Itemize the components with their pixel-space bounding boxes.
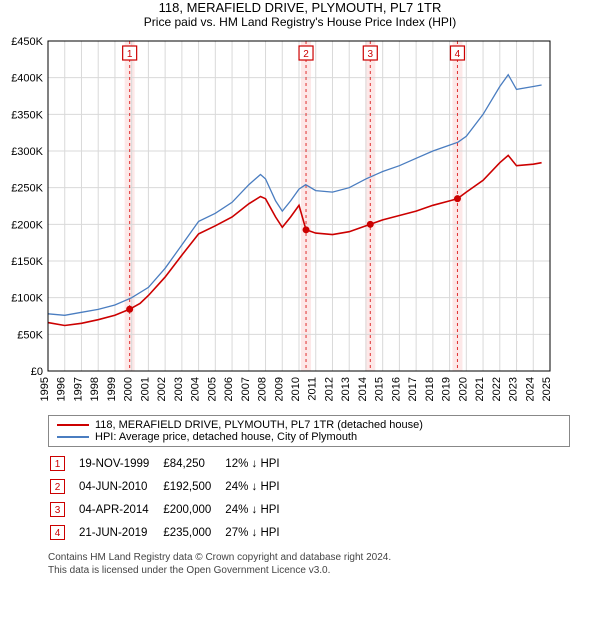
svg-text:2012: 2012: [323, 377, 335, 401]
sale-diff: 24% ↓ HPI: [225, 499, 291, 520]
svg-text:2015: 2015: [374, 377, 386, 401]
sale-price: £235,000: [163, 522, 223, 543]
svg-text:2001: 2001: [139, 377, 151, 401]
legend-label-property: 118, MERAFIELD DRIVE, PLYMOUTH, PL7 1TR …: [95, 419, 423, 431]
sale-price: £200,000: [163, 499, 223, 520]
svg-text:2020: 2020: [457, 377, 469, 401]
svg-text:£200K: £200K: [11, 219, 43, 231]
table-row: 3 04-APR-2014£200,00024% ↓ HPI: [50, 499, 292, 520]
sale-date: 04-APR-2014: [79, 499, 161, 520]
svg-text:1997: 1997: [72, 377, 84, 401]
svg-text:£150K: £150K: [11, 256, 43, 268]
sale-marker-pill: 4: [50, 525, 65, 540]
legend-swatch-hpi: [57, 436, 89, 438]
svg-text:£350K: £350K: [11, 109, 43, 121]
svg-text:2003: 2003: [173, 377, 185, 401]
sale-marker-pill: 1: [50, 456, 65, 471]
svg-text:2022: 2022: [491, 377, 503, 401]
table-row: 1 19-NOV-1999£84,25012% ↓ HPI: [50, 453, 292, 474]
price-chart: £0 £50K £100K £150K £200K £250K £300K £350K £400…: [0, 35, 560, 409]
svg-text:2013: 2013: [340, 377, 352, 401]
svg-text:2010: 2010: [290, 377, 302, 401]
footer-line1: Contains HM Land Registry data © Crown c…: [48, 551, 570, 564]
svg-text:2007: 2007: [240, 377, 252, 401]
legend-label-hpi: HPI: Average price, detached house, City…: [95, 431, 357, 443]
svg-text:2017: 2017: [407, 377, 419, 401]
svg-text:2018: 2018: [424, 377, 436, 401]
svg-text:2002: 2002: [156, 377, 168, 401]
sale-date: 04-JUN-2010: [79, 476, 161, 497]
legend-swatch-property: [57, 424, 89, 426]
svg-text:£300K: £300K: [11, 146, 43, 158]
svg-text:2004: 2004: [190, 377, 202, 401]
svg-text:£400K: £400K: [11, 73, 43, 85]
svg-text:£250K: £250K: [11, 183, 43, 195]
svg-text:2000: 2000: [123, 377, 135, 401]
sale-marker-pill: 2: [50, 479, 65, 494]
svg-text:2006: 2006: [223, 377, 235, 401]
sale-date: 21-JUN-2019: [79, 522, 161, 543]
svg-text:4: 4: [455, 49, 461, 60]
svg-text:2016: 2016: [390, 377, 402, 401]
svg-text:1996: 1996: [56, 377, 68, 401]
table-row: 2 04-JUN-2010£192,50024% ↓ HPI: [50, 476, 292, 497]
chart-subtitle: Price paid vs. HM Land Registry's House …: [0, 15, 600, 29]
svg-text:2005: 2005: [206, 377, 218, 401]
svg-text:1999: 1999: [106, 377, 118, 401]
svg-text:2025: 2025: [541, 377, 553, 401]
sale-marker-pill: 3: [50, 502, 65, 517]
svg-text:£100K: £100K: [11, 293, 43, 305]
table-row: 4 21-JUN-2019£235,00027% ↓ HPI: [50, 522, 292, 543]
svg-text:2009: 2009: [273, 377, 285, 401]
sale-price: £192,500: [163, 476, 223, 497]
legend: 118, MERAFIELD DRIVE, PLYMOUTH, PL7 1TR …: [48, 415, 570, 447]
svg-text:1995: 1995: [39, 377, 51, 401]
sale-date: 19-NOV-1999: [79, 453, 161, 474]
svg-text:£0: £0: [31, 366, 43, 378]
footer-line2: This data is licensed under the Open Gov…: [48, 564, 570, 577]
svg-text:2021: 2021: [474, 377, 486, 401]
footer: Contains HM Land Registry data © Crown c…: [48, 551, 570, 577]
svg-text:2011: 2011: [307, 377, 319, 401]
svg-text:2024: 2024: [524, 377, 536, 401]
svg-text:2019: 2019: [441, 377, 453, 401]
sale-diff: 27% ↓ HPI: [225, 522, 291, 543]
sale-diff: 24% ↓ HPI: [225, 476, 291, 497]
chart-title: 118, MERAFIELD DRIVE, PLYMOUTH, PL7 1TR: [0, 0, 600, 15]
svg-text:3: 3: [368, 49, 374, 60]
svg-text:2014: 2014: [357, 377, 369, 401]
sales-table: 1 19-NOV-1999£84,25012% ↓ HPI 2 04-JUN-2010…: [48, 451, 294, 545]
sale-diff: 12% ↓ HPI: [225, 453, 291, 474]
svg-text:1: 1: [127, 49, 133, 60]
svg-text:1998: 1998: [89, 377, 101, 401]
svg-text:2023: 2023: [508, 377, 520, 401]
sale-price: £84,250: [163, 453, 223, 474]
svg-text:2: 2: [303, 49, 309, 60]
svg-text:£50K: £50K: [17, 329, 43, 341]
svg-text:£450K: £450K: [11, 36, 43, 48]
svg-text:2008: 2008: [257, 377, 269, 401]
